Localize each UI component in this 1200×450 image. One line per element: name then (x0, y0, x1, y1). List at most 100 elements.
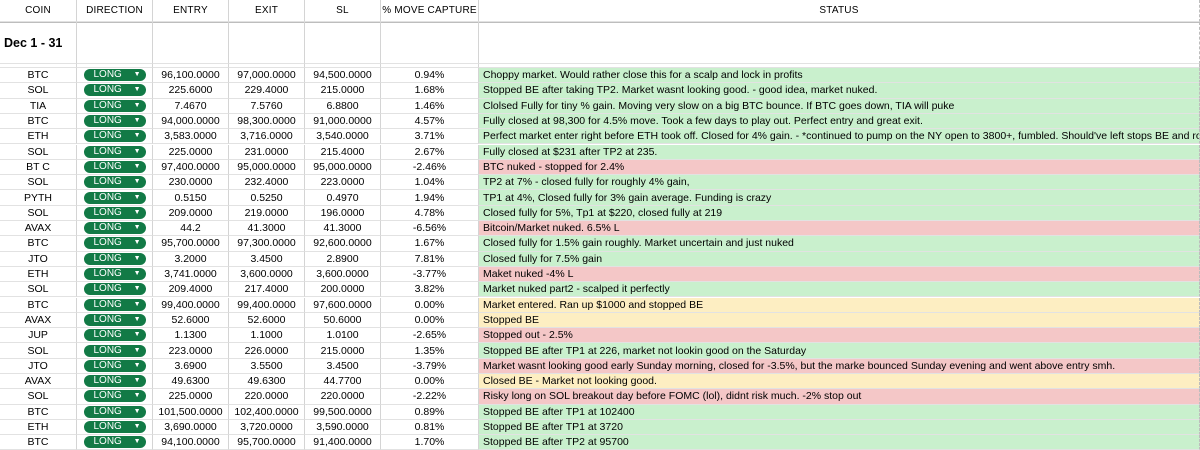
status-cell[interactable]: Stopped BE after taking TP2. Market wasn… (479, 83, 1200, 99)
status-cell[interactable]: Perfect market enter right before ETH to… (479, 129, 1200, 145)
empty-cell[interactable] (479, 22, 1200, 64)
move-capture-cell[interactable]: 0.00% (381, 374, 479, 390)
sl-cell[interactable]: 215.0000 (305, 83, 381, 99)
direction-cell[interactable]: LONG ▼ (77, 374, 153, 390)
triangle-down-icon[interactable]: ▼ (133, 208, 141, 216)
direction-cell[interactable]: LONG ▼ (77, 312, 153, 329)
direction-cell[interactable]: LONG ▼ (77, 404, 153, 420)
direction-cell[interactable]: LONG ▼ (77, 389, 153, 405)
coin-cell[interactable]: ETH (0, 129, 77, 145)
move-capture-cell[interactable]: -3.77% (381, 266, 479, 283)
move-capture-cell[interactable]: -3.79% (381, 358, 479, 374)
header-entry[interactable]: ENTRY (153, 0, 229, 22)
direction-dropdown[interactable]: LONG ▼ (83, 99, 146, 112)
move-capture-cell[interactable]: 1.68% (381, 83, 479, 99)
move-capture-cell[interactable]: 4.57% (381, 113, 479, 130)
sl-cell[interactable]: 215.4000 (305, 144, 381, 160)
period-cell[interactable]: Dec 1 - 31 (0, 22, 77, 64)
status-cell[interactable]: Clolsed Fully for tiny % gain. Moving ve… (479, 98, 1200, 114)
status-cell[interactable]: TP2 at 7% - closed fully for roughly 4% … (479, 175, 1200, 191)
triangle-down-icon[interactable]: ▼ (133, 224, 141, 232)
move-capture-cell[interactable]: 7.81% (381, 251, 479, 267)
triangle-down-icon[interactable]: ▼ (133, 361, 141, 369)
triangle-down-icon[interactable]: ▼ (133, 285, 141, 293)
direction-dropdown[interactable]: LONG ▼ (83, 130, 146, 143)
coin-cell[interactable]: BTC (0, 435, 77, 450)
triangle-down-icon[interactable]: ▼ (133, 178, 141, 186)
sl-cell[interactable]: 95,000.0000 (305, 159, 381, 176)
sl-cell[interactable]: 97,600.0000 (305, 297, 381, 313)
direction-cell[interactable]: LONG ▼ (77, 328, 153, 344)
entry-cell[interactable]: 1.1300 (153, 328, 229, 344)
status-cell[interactable]: Closed BE - Market not looking good. (479, 374, 1200, 390)
triangle-down-icon[interactable]: ▼ (133, 147, 141, 155)
direction-dropdown[interactable]: LONG ▼ (83, 359, 146, 372)
direction-dropdown[interactable]: LONG ▼ (83, 252, 146, 265)
move-capture-cell[interactable]: 1.70% (381, 435, 479, 450)
direction-cell[interactable]: LONG ▼ (77, 68, 153, 84)
header-status[interactable]: STATUS (479, 0, 1200, 22)
sl-cell[interactable]: 41.3000 (305, 221, 381, 237)
coin-cell[interactable]: BTC (0, 297, 77, 313)
direction-dropdown[interactable]: LONG ▼ (83, 84, 146, 97)
direction-dropdown[interactable]: LONG ▼ (83, 69, 146, 82)
coin-cell[interactable]: BTC (0, 68, 77, 84)
entry-cell[interactable]: 209.0000 (153, 205, 229, 221)
move-capture-cell[interactable]: 1.94% (381, 190, 479, 206)
sl-cell[interactable]: 92,600.0000 (305, 236, 381, 252)
sl-cell[interactable]: 3,540.0000 (305, 129, 381, 145)
exit-cell[interactable]: 231.0000 (229, 144, 305, 160)
coin-cell[interactable]: SOL (0, 343, 77, 359)
empty-cell[interactable] (229, 22, 305, 64)
triangle-down-icon[interactable]: ▼ (133, 331, 141, 339)
triangle-down-icon[interactable]: ▼ (133, 117, 141, 125)
header-exit[interactable]: EXIT (229, 0, 305, 22)
direction-dropdown[interactable]: LONG ▼ (83, 313, 146, 326)
triangle-down-icon[interactable]: ▼ (133, 423, 141, 431)
direction-dropdown[interactable]: LONG ▼ (83, 405, 146, 418)
direction-dropdown[interactable]: LONG ▼ (83, 222, 146, 235)
direction-cell[interactable]: LONG ▼ (77, 113, 153, 130)
status-cell[interactable]: Stopped BE (479, 312, 1200, 329)
exit-cell[interactable]: 1.1000 (229, 328, 305, 344)
direction-dropdown[interactable]: LONG ▼ (83, 176, 146, 189)
entry-cell[interactable]: 101,500.0000 (153, 404, 229, 420)
entry-cell[interactable]: 96,100.0000 (153, 68, 229, 84)
entry-cell[interactable]: 99,400.0000 (153, 297, 229, 313)
direction-cell[interactable]: LONG ▼ (77, 159, 153, 176)
exit-cell[interactable]: 97,000.0000 (229, 68, 305, 84)
exit-cell[interactable]: 3.5500 (229, 358, 305, 374)
triangle-down-icon[interactable]: ▼ (133, 193, 141, 201)
entry-cell[interactable]: 3,690.0000 (153, 419, 229, 436)
direction-dropdown[interactable]: LONG ▼ (83, 160, 146, 173)
triangle-down-icon[interactable]: ▼ (133, 270, 141, 278)
direction-cell[interactable]: LONG ▼ (77, 98, 153, 114)
coin-cell[interactable]: JUP (0, 328, 77, 344)
exit-cell[interactable]: 97,300.0000 (229, 236, 305, 252)
exit-cell[interactable]: 0.5250 (229, 190, 305, 206)
triangle-down-icon[interactable]: ▼ (133, 392, 141, 400)
status-cell[interactable]: Bitcoin/Market nuked. 6.5% L (479, 221, 1200, 237)
sl-cell[interactable]: 91,000.0000 (305, 113, 381, 130)
direction-dropdown[interactable]: LONG ▼ (83, 344, 146, 357)
triangle-down-icon[interactable]: ▼ (133, 239, 141, 247)
direction-cell[interactable]: LONG ▼ (77, 175, 153, 191)
exit-cell[interactable]: 95,700.0000 (229, 435, 305, 450)
coin-cell[interactable]: SOL (0, 282, 77, 298)
entry-cell[interactable]: 225.6000 (153, 83, 229, 99)
direction-dropdown[interactable]: LONG ▼ (83, 390, 146, 403)
move-capture-cell[interactable]: -6.56% (381, 221, 479, 237)
empty-cell[interactable] (77, 22, 153, 64)
coin-cell[interactable]: SOL (0, 144, 77, 160)
coin-cell[interactable]: AVAX (0, 221, 77, 237)
move-capture-cell[interactable]: -2.22% (381, 389, 479, 405)
sl-cell[interactable]: 44.7700 (305, 374, 381, 390)
direction-dropdown[interactable]: LONG ▼ (83, 283, 146, 296)
move-capture-cell[interactable]: -2.65% (381, 328, 479, 344)
status-cell[interactable]: Stopped out - 2.5% (479, 328, 1200, 344)
sl-cell[interactable]: 6.8800 (305, 98, 381, 114)
sl-cell[interactable]: 220.0000 (305, 389, 381, 405)
sl-cell[interactable]: 99,500.0000 (305, 404, 381, 420)
triangle-down-icon[interactable]: ▼ (133, 162, 141, 170)
direction-dropdown[interactable]: LONG ▼ (83, 191, 146, 204)
